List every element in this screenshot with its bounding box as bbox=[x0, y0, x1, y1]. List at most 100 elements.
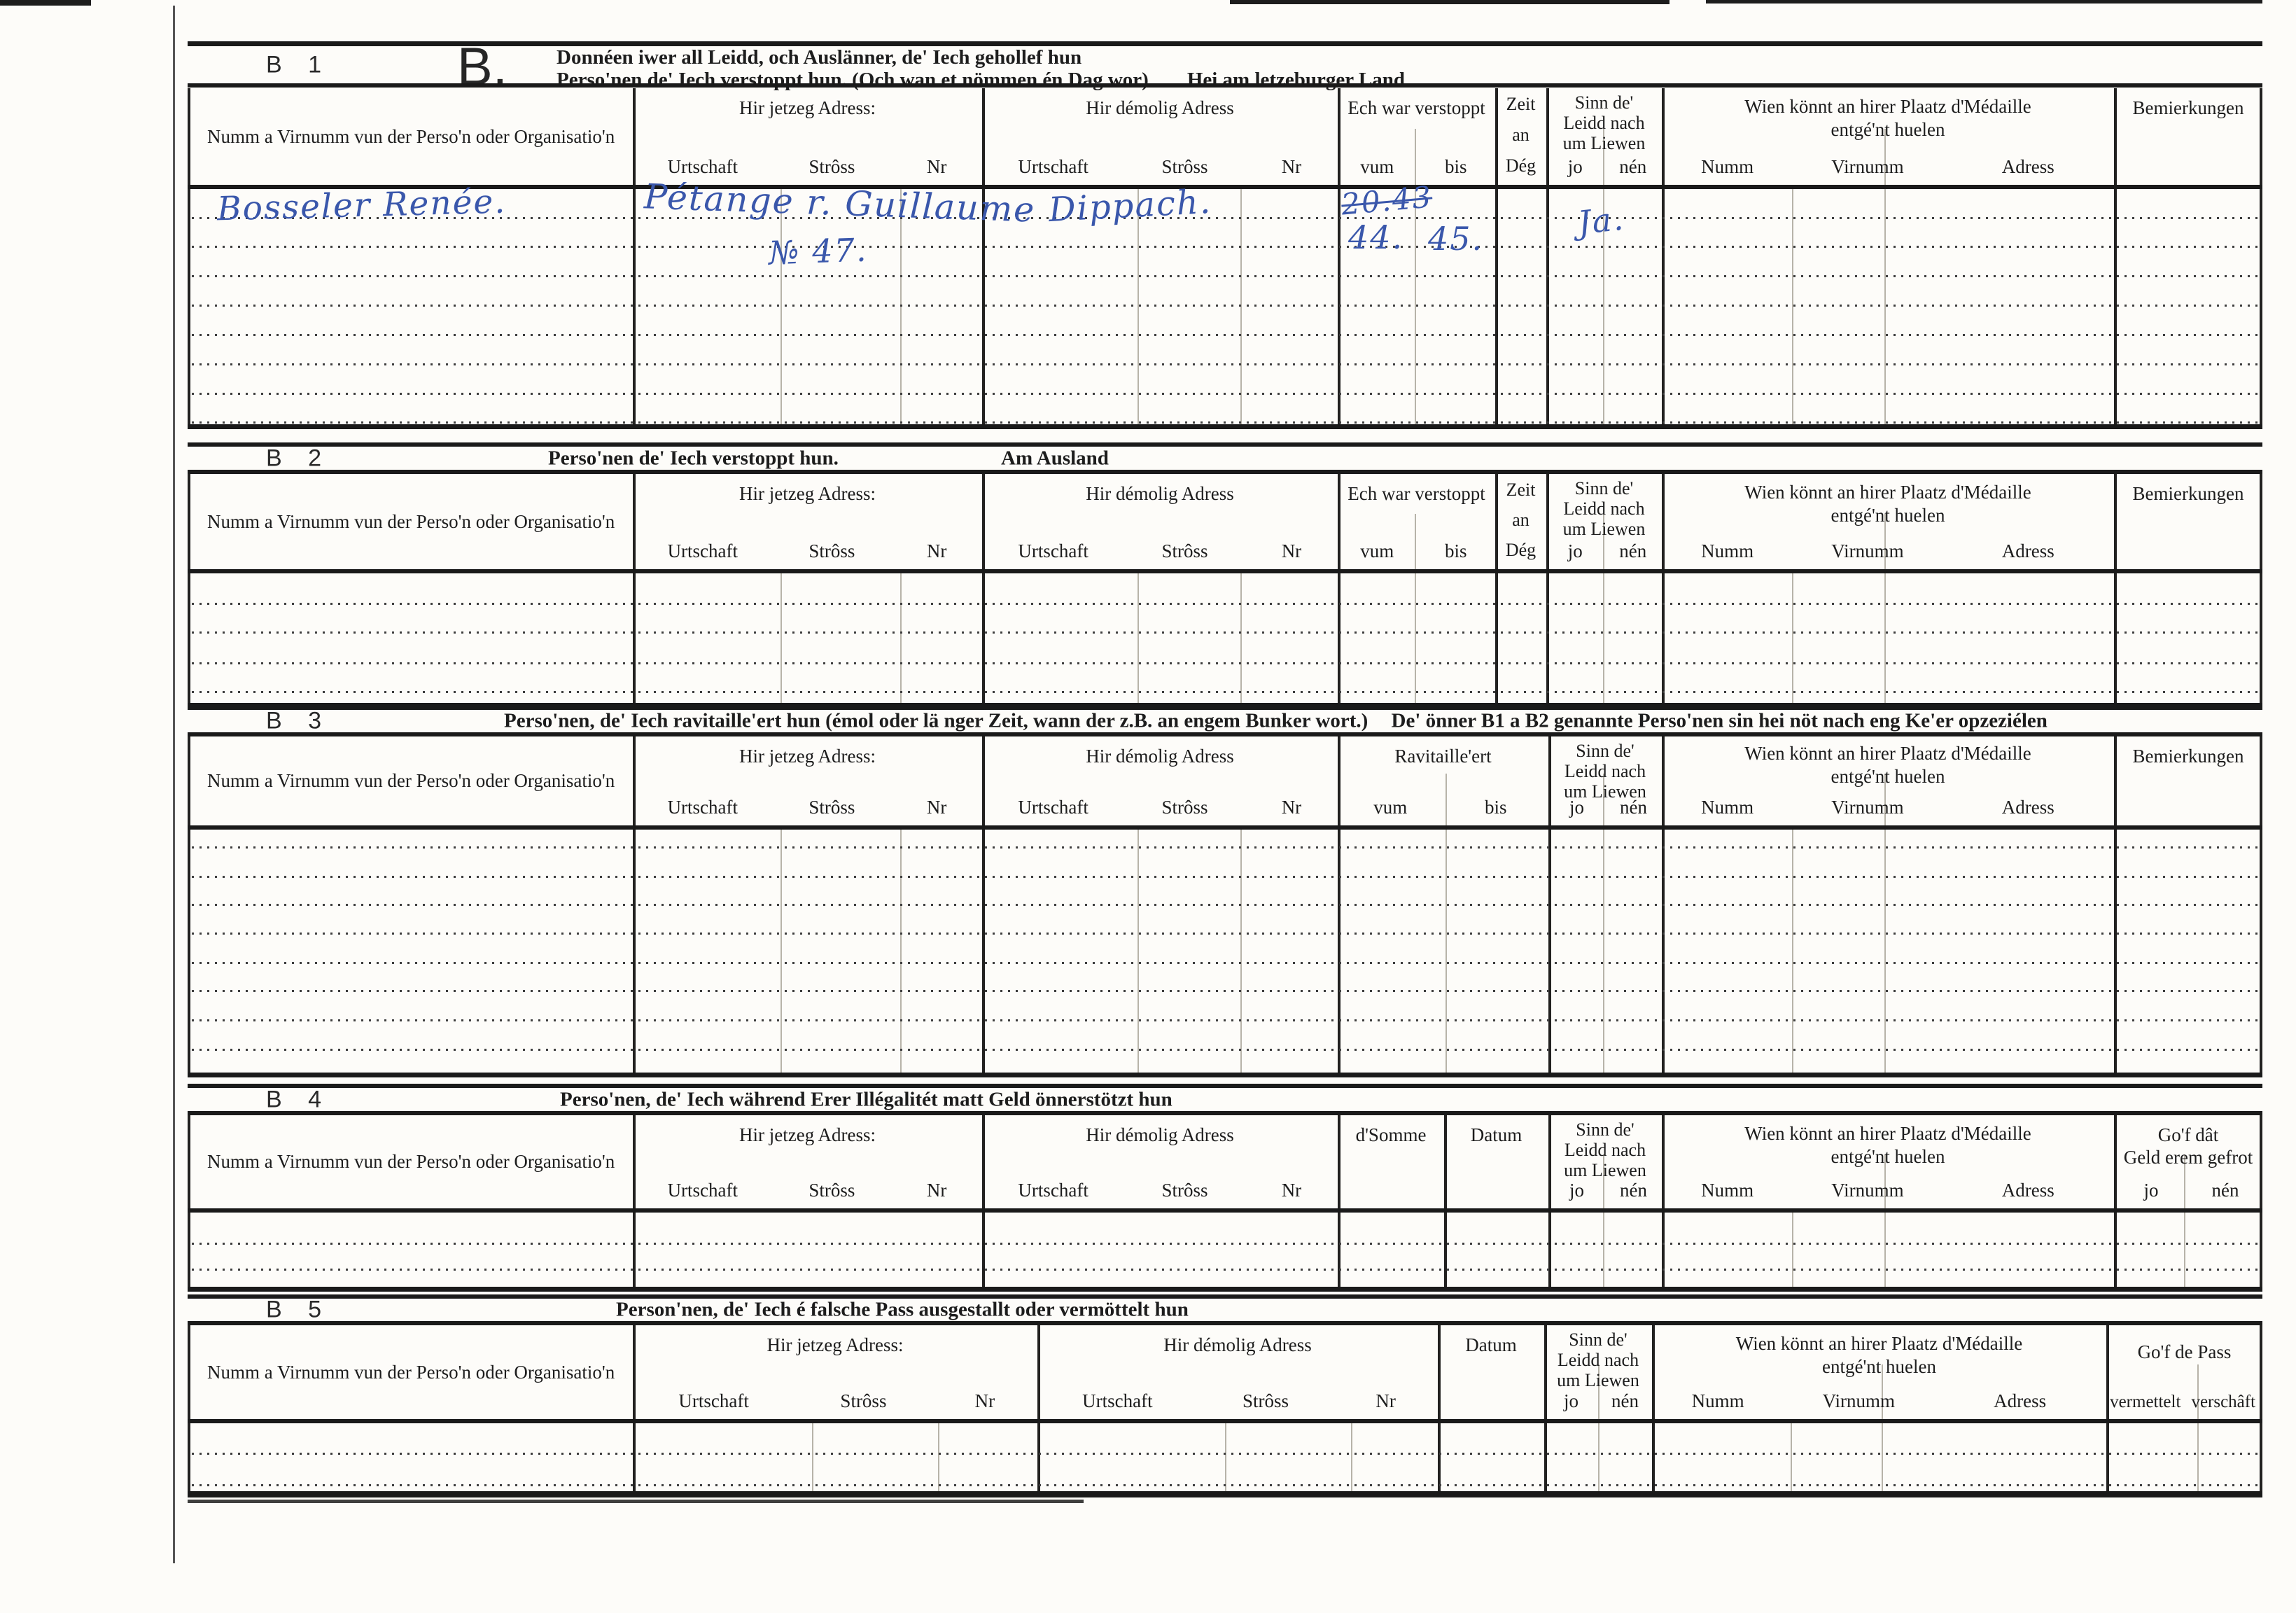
column-line bbox=[188, 1213, 190, 1287]
subcolumn-line bbox=[780, 189, 782, 424]
column-line bbox=[2260, 573, 2262, 703]
column-line bbox=[2114, 830, 2117, 1073]
column-line bbox=[1495, 88, 1498, 185]
column-line bbox=[188, 474, 190, 569]
subcolumn-line bbox=[1603, 573, 1604, 703]
subcolumn-line bbox=[1792, 573, 1793, 703]
subcolumn-line bbox=[1240, 189, 1242, 424]
column-line bbox=[1495, 474, 1498, 569]
b2-col-zeit: Zeit an Dég bbox=[1495, 474, 1546, 569]
wien-label: Wien könnt an hirer Plaatz d'Médaille en… bbox=[1744, 96, 2031, 140]
subcolumn-line bbox=[1882, 1364, 1883, 1419]
subcolumn-line bbox=[1598, 1423, 1600, 1491]
b1-header-underline bbox=[188, 185, 2262, 189]
column-line bbox=[1338, 830, 1340, 1073]
demolig-label: Hir démolig Adress bbox=[1086, 97, 1234, 118]
nr-label: Nr bbox=[1281, 156, 1302, 177]
nen-label: nén bbox=[1611, 1390, 1639, 1411]
subcolumn-line bbox=[1884, 573, 1886, 703]
nen-label: nén bbox=[2211, 1180, 2239, 1201]
sinn-label: Sinn de' Leidd nach um Liewen bbox=[1562, 92, 1646, 153]
column-line bbox=[982, 1115, 985, 1208]
b1-title-underline bbox=[188, 83, 2262, 88]
subcolumn-line bbox=[1792, 1213, 1793, 1287]
handwritten-vum: 44. bbox=[1348, 218, 1404, 256]
row-line bbox=[192, 846, 2258, 849]
b4-title-underline bbox=[188, 1111, 2262, 1115]
handwritten-jetzeg-number: № 47. bbox=[768, 230, 869, 272]
b4-title-band: B 4 Perso'nen, de' Iech während Erer Ill… bbox=[188, 1086, 2262, 1112]
row-line bbox=[192, 393, 2258, 395]
b2-header-band: Numm a Virnumm vun der Perso'n oder Orga… bbox=[188, 474, 2262, 569]
b1-col-zeit: Zeit an Dég bbox=[1495, 88, 1546, 185]
section-b2-label: B 2 bbox=[266, 445, 332, 471]
b1-col-wien: Wien könnt an hirer Plaatz d'Médaille en… bbox=[1662, 88, 2114, 185]
adress-label: Adress bbox=[1994, 1390, 2047, 1411]
row-line bbox=[192, 1019, 2258, 1021]
b1-col-verstoppt: Ech war verstoppt vum bis bbox=[1338, 88, 1495, 185]
b4-title: Perso'nen, de' Iech während Erer Illégal… bbox=[560, 1088, 1172, 1110]
subcolumn-line bbox=[1792, 189, 1793, 424]
b1-col-jetzeg: Hir jetzeg Adress: Urtschaft Strôss Nr bbox=[633, 88, 982, 185]
ravitailleert-label: Ravitaille'ert bbox=[1394, 746, 1492, 767]
section-b2: B 2 Perso'nen de' Iech verstoppt hun. Am… bbox=[188, 442, 2262, 708]
column-line bbox=[2114, 88, 2117, 185]
column-line bbox=[1652, 1423, 1655, 1491]
b3-col-bemierkungen: Bemierkungen bbox=[2114, 736, 2262, 825]
urtschaft-label: Urtschaft bbox=[678, 1390, 749, 1411]
nen-label: nén bbox=[1620, 1180, 1647, 1201]
nen-label: nén bbox=[1619, 540, 1647, 561]
nen-label: nén bbox=[1620, 797, 1647, 818]
subcolumn-line bbox=[1882, 1423, 1883, 1491]
urtschaft-label: Urtschaft bbox=[667, 1180, 738, 1201]
jo-label: jo bbox=[2143, 1180, 2159, 1201]
row-line bbox=[192, 631, 2258, 634]
b5-col-gof-pass: Go'f de Pass vermettelt verschâft bbox=[2106, 1325, 2262, 1419]
row-line bbox=[192, 334, 2258, 336]
b3-title: Perso'nen, de' Iech ravitaille'ert hun (… bbox=[504, 709, 2047, 732]
column-line bbox=[1662, 736, 1665, 825]
column-line bbox=[2114, 1213, 2117, 1287]
b5-header-band: Numm a Virnumm vun der Perso'n oder Orga… bbox=[188, 1325, 2262, 1419]
bis-label: bis bbox=[1444, 156, 1467, 177]
column-line bbox=[982, 474, 985, 569]
b4-col-gof: Go'f dât Geld erem gefrot jo nén bbox=[2114, 1115, 2262, 1208]
column-line bbox=[1037, 1423, 1040, 1491]
b3-col-jetzeg: Hir jetzeg Adress: Urtschaft Strôss Nr bbox=[633, 736, 982, 825]
demolig-label: Hir démolig Adress bbox=[1086, 1124, 1234, 1145]
subcolumn-line bbox=[1415, 128, 1416, 185]
jo-label: jo bbox=[1569, 1180, 1584, 1201]
column-line bbox=[1662, 1213, 1665, 1287]
column-line bbox=[1338, 474, 1340, 569]
adress-label: Adress bbox=[2001, 1180, 2054, 1201]
somme-label: d'Somme bbox=[1355, 1124, 1427, 1145]
jo-label: jo bbox=[1567, 540, 1583, 561]
b3-title-underline bbox=[188, 732, 2262, 736]
nr-label: Nr bbox=[926, 540, 947, 561]
column-line bbox=[1444, 1115, 1447, 1208]
column-line bbox=[2260, 830, 2262, 1073]
b2-subtitle: Am Ausland bbox=[1001, 447, 1109, 469]
row-line bbox=[192, 876, 2258, 878]
name-col-label: Numm a Virnumm vun der Perso'n oder Orga… bbox=[207, 1151, 615, 1172]
b5-col-demolig: Hir démolig Adress Urtschaft Strôss Nr bbox=[1037, 1325, 1438, 1419]
column-line bbox=[1662, 573, 1665, 703]
vum-label: vum bbox=[1360, 156, 1394, 177]
b2-header-underline bbox=[188, 569, 2262, 573]
column-line bbox=[1548, 1115, 1551, 1208]
row-line bbox=[192, 1243, 2258, 1245]
subcolumn-line bbox=[1603, 128, 1604, 185]
scan-bottom-extra-line bbox=[188, 1500, 1084, 1503]
subcolumn-line bbox=[2184, 1213, 2185, 1287]
b1-body: Bosseler Renée. Pétange r. Guillaume № 4… bbox=[188, 176, 2262, 424]
b5-title-band: B 5 Person'nen, de' Iech é falsche Pass … bbox=[188, 1297, 2262, 1323]
column-line bbox=[982, 189, 985, 424]
section-b1: B 1 B. Donnéen iwer all Leidd, och Auslä… bbox=[188, 39, 2262, 429]
b5-top-border bbox=[188, 1294, 2262, 1299]
subcolumn-line bbox=[1446, 830, 1447, 1073]
subcolumn-line bbox=[900, 573, 902, 703]
vum-label: vum bbox=[1373, 797, 1408, 818]
wien-label: Wien könnt an hirer Plaatz d'Médaille en… bbox=[1744, 1123, 2031, 1167]
nr-label: Nr bbox=[1376, 1390, 1396, 1411]
